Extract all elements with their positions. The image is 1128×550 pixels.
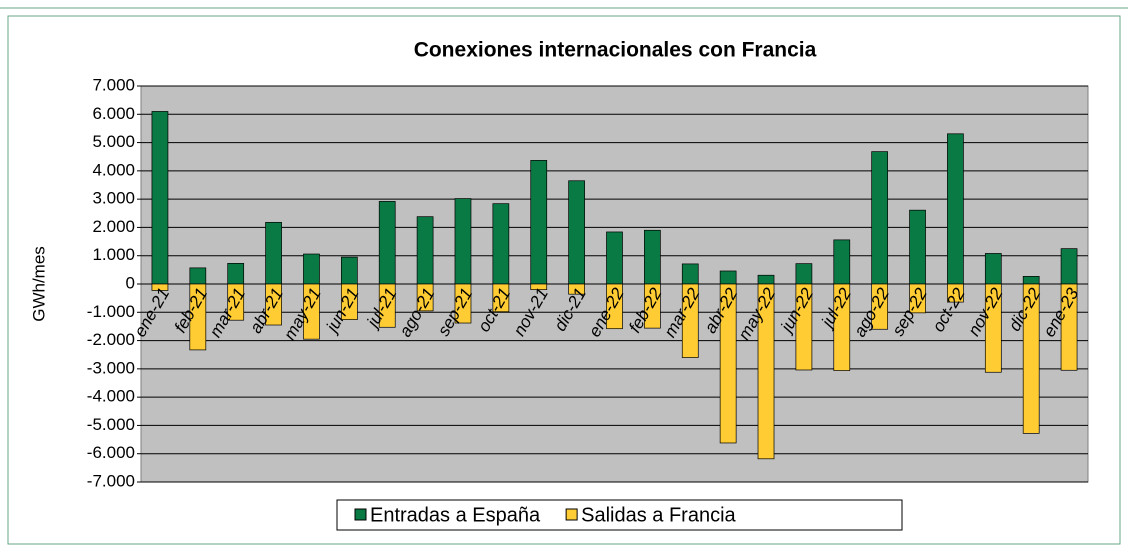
y-tick-label: -3.000	[87, 358, 135, 377]
bar	[416, 283, 434, 312]
bar	[454, 283, 472, 324]
y-tick-label: -2.000	[87, 330, 135, 349]
y-tick-label: 5.000	[92, 132, 135, 151]
bar	[681, 263, 699, 285]
bar	[568, 283, 585, 295]
legend-label: Entradas a España	[370, 504, 541, 526]
y-tick-label: 6.000	[92, 104, 135, 123]
bar	[1060, 248, 1078, 285]
y-tick-label: -7.000	[87, 471, 135, 490]
bar	[378, 283, 396, 328]
legend-label: Salidas a Francia	[581, 504, 736, 526]
y-tick-label: 3.000	[92, 189, 135, 208]
y-tick-label: -5.000	[87, 415, 135, 434]
bar	[340, 256, 358, 285]
bar	[719, 283, 737, 444]
bar	[151, 283, 169, 291]
bar	[265, 283, 282, 326]
bar	[227, 283, 245, 321]
bar	[1022, 283, 1040, 434]
y-tick-label: -6.000	[87, 443, 135, 462]
chart-title: Conexiones internacionales con Francia	[414, 39, 817, 62]
bar	[833, 239, 851, 285]
bar	[151, 111, 169, 285]
bar	[909, 209, 926, 285]
bar	[265, 221, 282, 285]
bar	[871, 283, 889, 330]
bar	[795, 263, 813, 285]
bar	[227, 263, 245, 285]
y-tick-label: 7.000	[92, 75, 135, 94]
bar	[568, 180, 585, 285]
legend-swatch	[565, 508, 578, 521]
bar	[416, 216, 434, 285]
bar	[606, 283, 623, 330]
y-axis-label: GWh/mes	[29, 246, 48, 322]
legend	[336, 499, 903, 531]
bar	[189, 267, 207, 285]
bar	[984, 253, 1002, 285]
bar	[492, 203, 510, 285]
y-tick-label: 4.000	[92, 160, 135, 179]
bar	[189, 283, 207, 351]
bar	[1060, 283, 1078, 371]
bar	[644, 283, 661, 329]
bar	[871, 151, 889, 285]
bar	[757, 274, 775, 285]
bar	[681, 283, 699, 358]
bar	[947, 133, 964, 285]
bar	[947, 283, 964, 303]
bar	[492, 283, 510, 313]
legend-swatch	[354, 508, 367, 521]
bar	[1022, 276, 1040, 285]
bar	[833, 283, 851, 371]
bar	[606, 231, 623, 285]
bar	[530, 160, 548, 285]
bar	[303, 253, 320, 285]
bar	[644, 229, 661, 285]
bar	[303, 283, 320, 340]
y-tick-label: -1.000	[87, 302, 135, 321]
bar	[909, 283, 926, 314]
bar	[719, 270, 737, 285]
bar	[795, 283, 813, 371]
y-tick-label: 0	[126, 273, 135, 292]
bar	[530, 283, 548, 291]
bar	[984, 283, 1002, 373]
bar	[757, 283, 775, 460]
y-tick-label: 2.000	[92, 217, 135, 236]
bar	[340, 283, 358, 320]
bar	[454, 198, 472, 285]
y-tick-label: 1.000	[92, 245, 135, 264]
bar	[378, 201, 396, 285]
y-tick-label: -4.000	[87, 387, 135, 406]
